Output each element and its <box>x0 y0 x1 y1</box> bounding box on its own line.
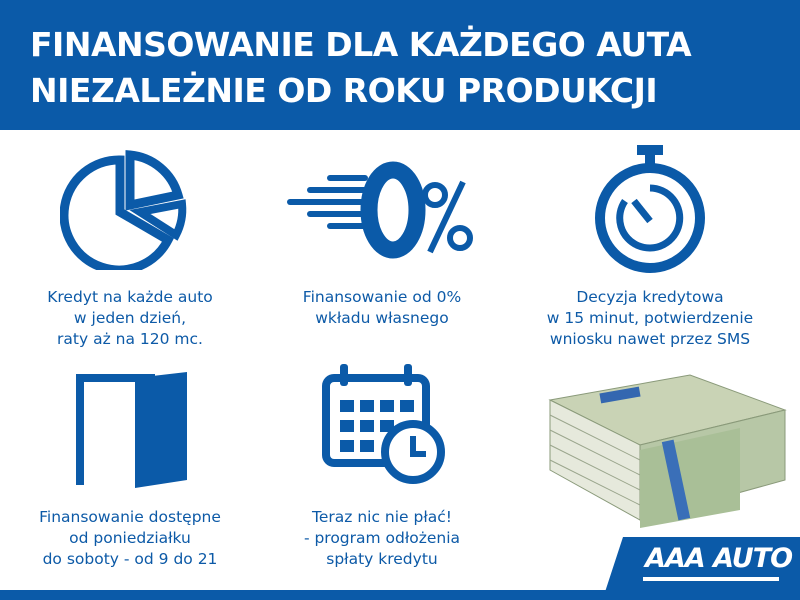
header-banner: FINANSOWANIE DLA KAŻDEGO AUTA NIEZALEŻNI… <box>0 0 800 130</box>
caption-line: wkładu własnego <box>315 309 449 327</box>
stopwatch-icon <box>595 145 705 273</box>
headline-line1: FINANSOWANIE DLA KAŻDEGO AUTA <box>30 25 692 64</box>
caption-line: od poniedziałku <box>69 529 191 547</box>
money-stack-image <box>548 374 787 528</box>
open-door-icon <box>76 372 187 488</box>
logo-text: AAA AUTO <box>645 543 793 574</box>
pie-chart-icon <box>60 150 187 270</box>
zero-percent-icon <box>287 161 473 259</box>
caption-line: Kredyt na każde auto <box>47 288 213 306</box>
caption-line: spłaty kredytu <box>326 550 438 568</box>
caption-line: Finansowanie od 0% <box>302 288 462 306</box>
caption-line: Finansowanie dostępne <box>39 508 221 526</box>
feature-caption-zero-percent: Finansowanie od 0% wkładu własnego <box>252 287 512 329</box>
caption-line: w 15 minut, potwierdzenie <box>546 309 754 327</box>
feature-caption-credit: Kredyt na każde auto w jeden dzień, raty… <box>0 287 260 350</box>
caption-line: - program odłożenia <box>303 529 461 547</box>
feature-caption-decision: Decyzja kredytowa w 15 minut, potwierdze… <box>520 287 780 350</box>
aaa-auto-logo: AAA AUTO <box>605 537 800 592</box>
caption-line: raty aż na 120 mc. <box>57 330 203 348</box>
footer-bar <box>0 590 800 600</box>
caption-line: Teraz nic nie płać! <box>312 508 452 526</box>
caption-line: Decyzja kredytowa <box>576 288 724 306</box>
calendar-clock-icon <box>322 364 445 484</box>
caption-line: do soboty - od 9 do 21 <box>42 550 218 568</box>
logo-underline <box>643 577 779 581</box>
feature-caption-hours: Finansowanie dostępne od poniedziałku do… <box>0 507 260 570</box>
caption-line: wniosku nawet przez SMS <box>549 330 751 348</box>
headline-line2: NIEZALEŻNIE OD ROKU PRODUKCJI <box>30 71 658 110</box>
feature-caption-deferral: Teraz nic nie płać! - program odłożenia … <box>252 507 512 570</box>
caption-line: w jeden dzień, <box>73 309 187 327</box>
